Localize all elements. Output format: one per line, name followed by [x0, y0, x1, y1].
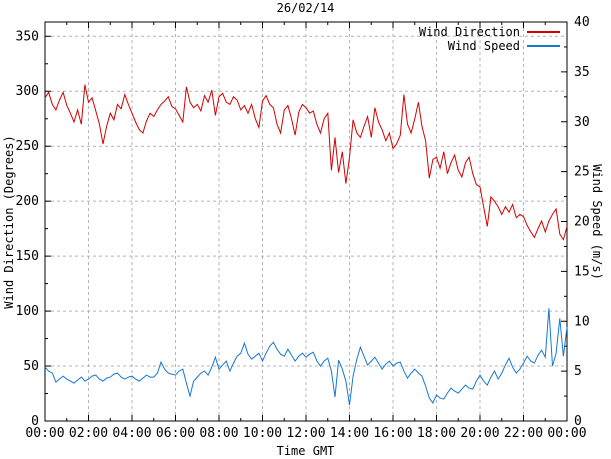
svg-text:10:00: 10:00 — [243, 426, 282, 441]
svg-text:30: 30 — [574, 115, 590, 130]
svg-text:150: 150 — [16, 249, 39, 264]
svg-text:04:00: 04:00 — [112, 426, 151, 441]
svg-text:00:00: 00:00 — [25, 426, 64, 441]
svg-text:35: 35 — [574, 65, 590, 80]
legend-item-wind-speed: Wind Speed — [447, 38, 560, 53]
svg-text:02:00: 02:00 — [69, 426, 108, 441]
svg-text:300: 300 — [16, 84, 39, 99]
y-axis-label-left: Wind Direction (Degrees) — [2, 135, 16, 309]
legend-line-sample-wind-direction — [527, 30, 560, 33]
svg-text:100: 100 — [16, 304, 39, 319]
svg-text:350: 350 — [16, 29, 39, 44]
wind-speed-line — [44, 308, 568, 406]
x-axis-label: Time GMT — [276, 444, 335, 458]
legend-label-wind-speed: Wind Speed — [447, 38, 520, 53]
legend-line-sample-wind-speed — [527, 44, 560, 47]
svg-text:22:00: 22:00 — [504, 426, 543, 441]
axis-ticks — [44, 21, 568, 422]
legend-label-wind-direction: Wind Direction — [418, 24, 520, 39]
svg-text:250: 250 — [16, 139, 39, 154]
y-axis-left-tick-labels: 0 50 100 150 200 250 300 350 — [16, 29, 39, 429]
svg-text:20:00: 20:00 — [460, 426, 499, 441]
svg-text:5: 5 — [574, 364, 582, 379]
svg-text:50: 50 — [23, 359, 39, 374]
svg-text:06:00: 06:00 — [156, 426, 195, 441]
svg-text:0: 0 — [31, 414, 39, 429]
svg-text:00:00: 00:00 — [547, 426, 586, 441]
x-axis-tick-labels: 00:00 02:00 04:00 06:00 08:00 10:00 12:00 14:00… — [25, 426, 586, 441]
svg-text:08:00: 08:00 — [199, 426, 238, 441]
svg-text:15: 15 — [574, 264, 590, 279]
y-axis-right-tick-labels: 0 5 10 15 20 25 30 35 40 — [574, 15, 590, 429]
svg-text:10: 10 — [574, 314, 590, 329]
svg-text:16:00: 16:00 — [373, 426, 412, 441]
svg-text:200: 200 — [16, 194, 39, 209]
legend: Wind Direction Wind Speed — [418, 24, 560, 53]
legend-item-wind-direction: Wind Direction — [418, 24, 560, 39]
svg-text:40: 40 — [574, 15, 590, 30]
svg-text:18:00: 18:00 — [417, 426, 456, 441]
svg-text:12:00: 12:00 — [286, 426, 325, 441]
svg-text:25: 25 — [574, 165, 590, 180]
svg-text:14:00: 14:00 — [330, 426, 369, 441]
svg-text:20: 20 — [574, 215, 590, 230]
wind-direction-line — [44, 84, 568, 241]
chart-title: 26/02/14 — [276, 1, 335, 15]
y-axis-label-right: Wind Speed (m/s) — [590, 164, 604, 280]
svg-text:0: 0 — [574, 414, 582, 429]
grid-lines — [45, 22, 567, 421]
